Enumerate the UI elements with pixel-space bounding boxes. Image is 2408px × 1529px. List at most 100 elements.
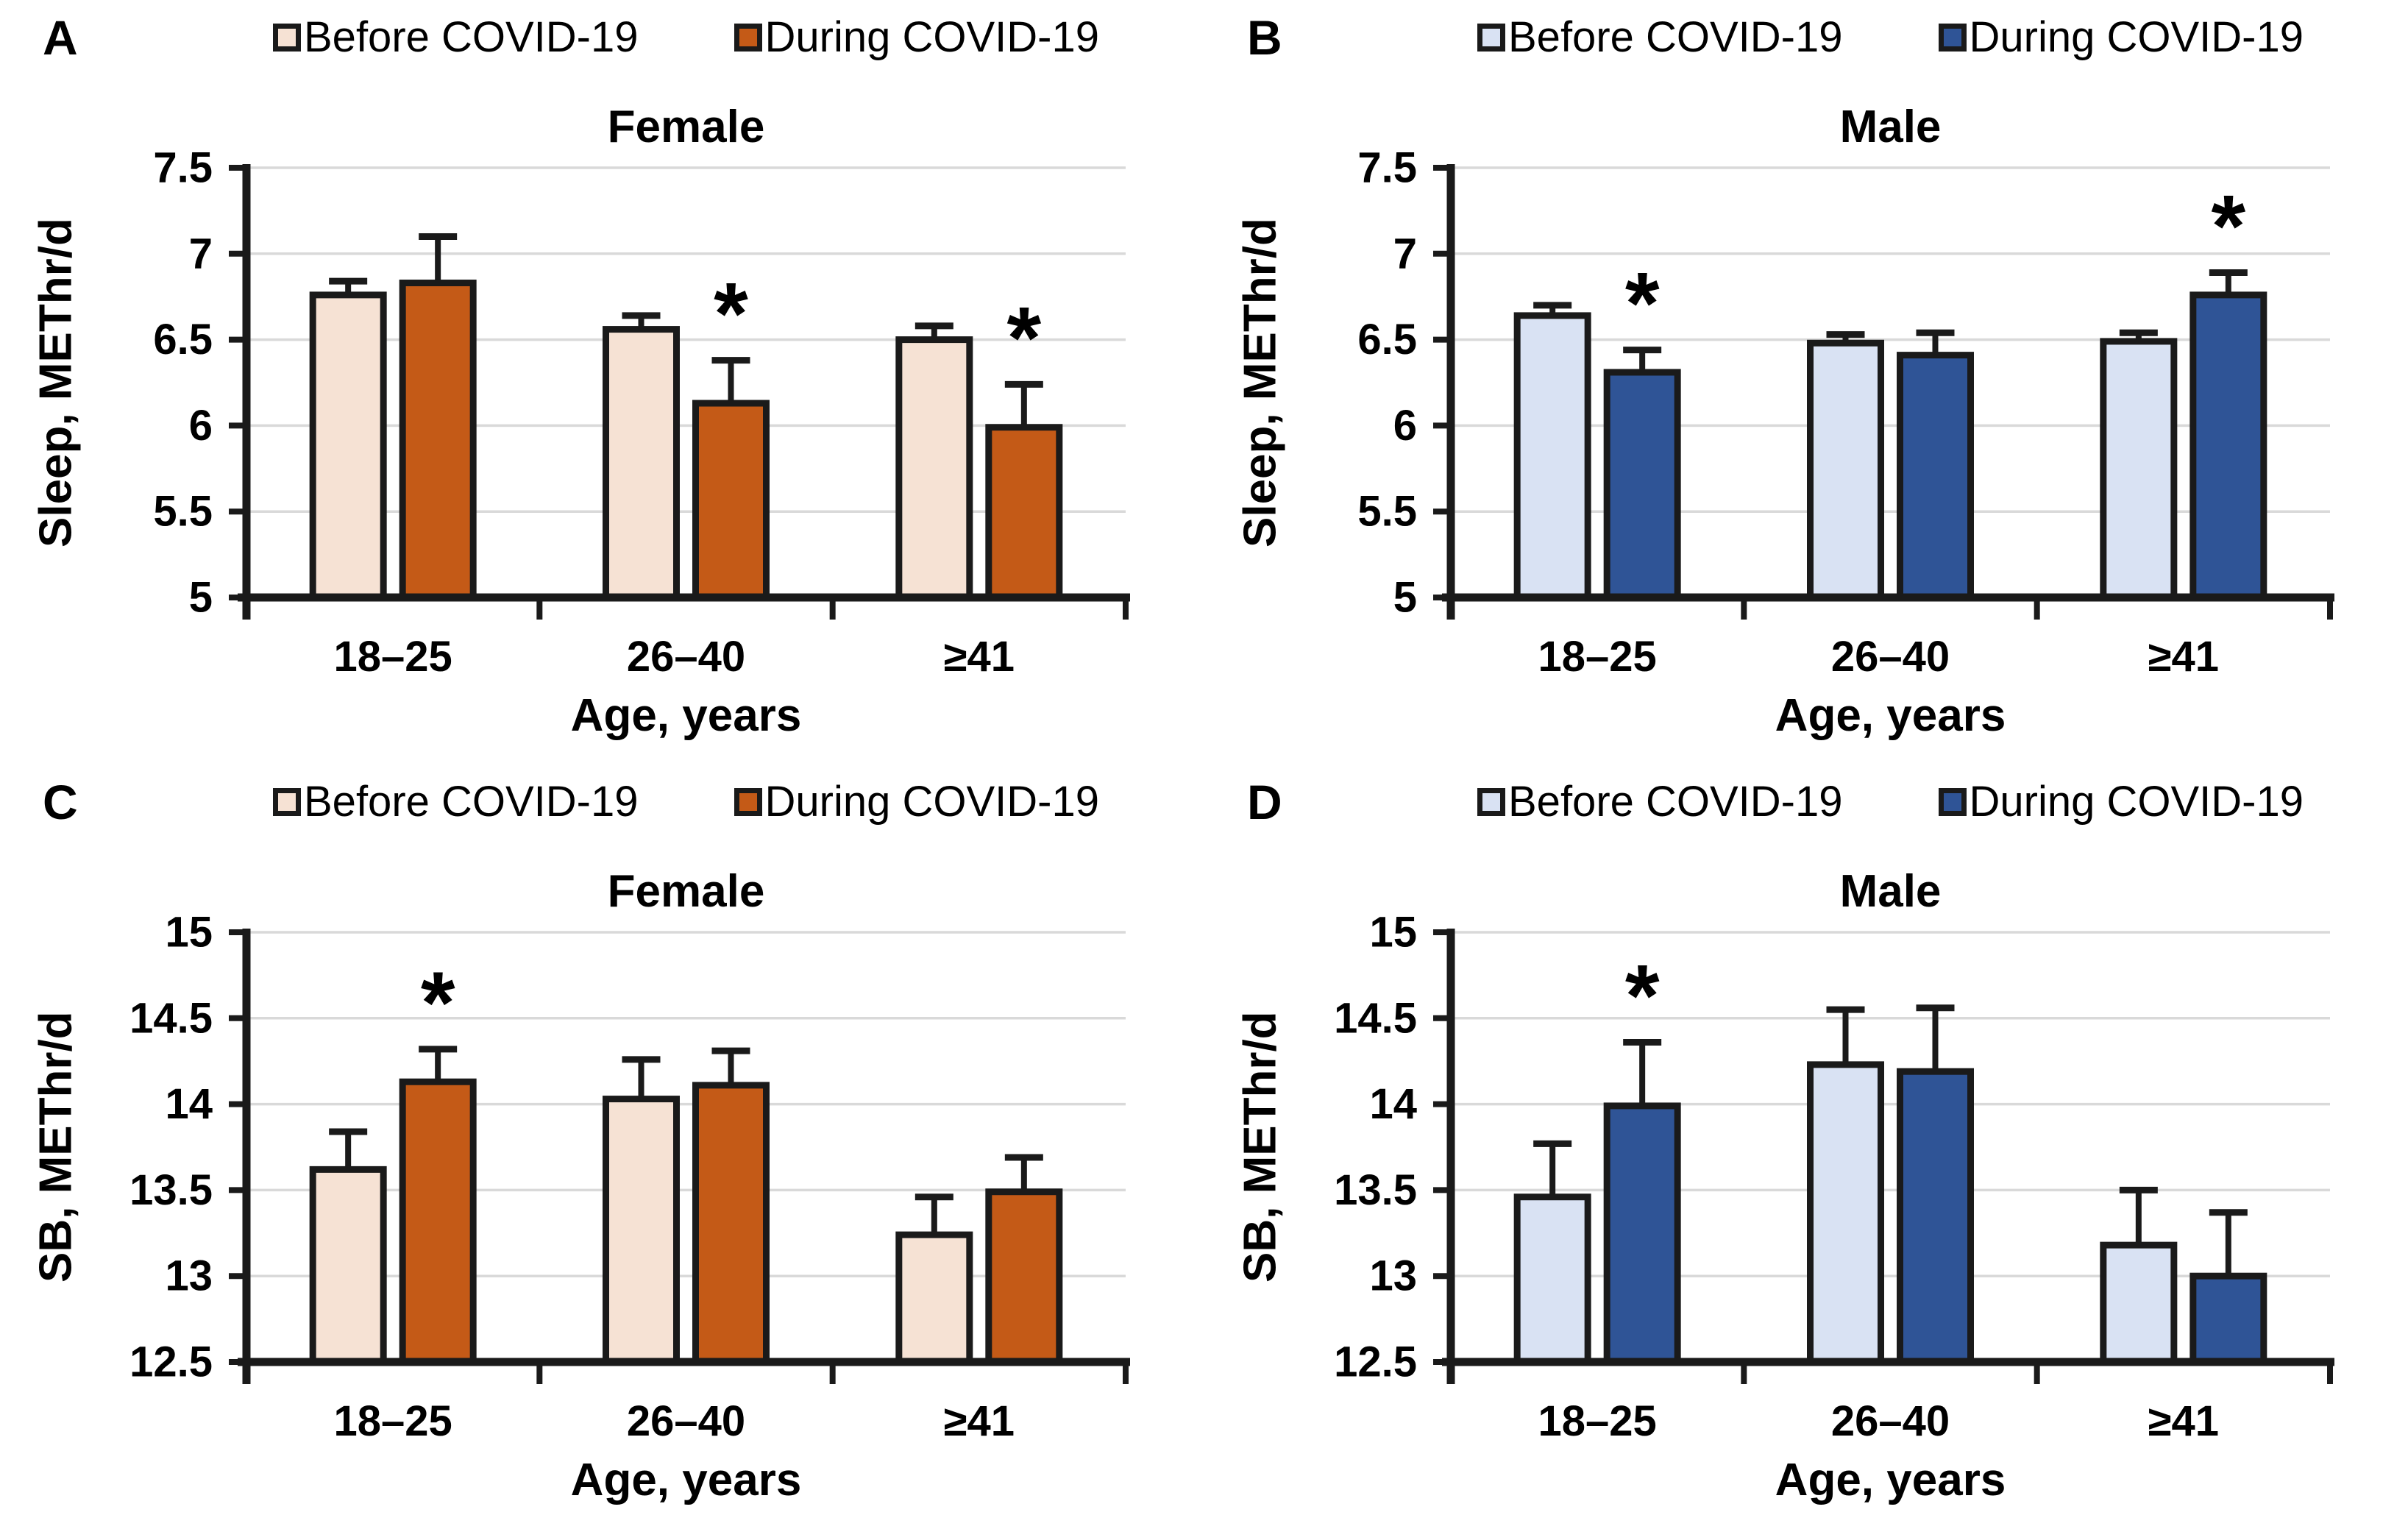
legend-entry-before: Before COVID-19 (1477, 781, 1843, 823)
bar-during (2189, 1272, 2267, 1366)
bar-before (1807, 1061, 1884, 1366)
legend-entry-during: During COVID-19 (1938, 778, 2304, 826)
bar-before (2100, 338, 2178, 601)
legend-swatch-during-icon (1938, 24, 1967, 52)
x-tick-label: ≥41 (944, 1397, 1015, 1445)
legend-label-before: Before COVID-19 (304, 778, 639, 826)
bar-before (1807, 339, 1884, 601)
y-tick-label: 6.5 (1357, 316, 1417, 363)
plot-area: 12.5 13 13.5 14 14.5 15 * 18–25 26–40 ≥41 (129, 909, 1130, 1445)
legend-label-during: During COVID-19 (764, 778, 1099, 826)
bar-before (2100, 1241, 2178, 1366)
legend-entry-during: During COVID-19 (734, 781, 1099, 823)
legend-entry-during: During COVID-19 (734, 16, 1099, 59)
chart-title: Male (1839, 866, 1942, 917)
bar-during (692, 400, 770, 601)
x-tick-label: 18–25 (1538, 633, 1657, 681)
panel-c: C Before COVID-19 During COVID-19 Female… (0, 764, 1204, 1529)
plot-area: 5 5.5 6 6.5 7 7.5 * * 18–25 26–40 ≥41 (1357, 144, 2334, 681)
x-axis-label: Age, years (1775, 690, 2006, 741)
chart-title: Female (607, 102, 765, 152)
x-tick-label: ≥41 (944, 633, 1015, 681)
plot-area: 12.5 13 13.5 14 14.5 15 * 18–25 26–40 ≥41 (1334, 909, 2334, 1445)
bar-during (985, 1188, 1063, 1366)
significance-asterisk: * (1625, 255, 1660, 353)
bar-during (1603, 1102, 1681, 1366)
legend-entry-before: Before COVID-19 (273, 16, 639, 59)
y-tick-label: 7.5 (153, 144, 213, 192)
x-axis-label: Age, years (570, 690, 802, 741)
bar-before (1513, 312, 1591, 601)
x-tick-label: 26–40 (1831, 633, 1950, 681)
legend-label-during: During COVID-19 (764, 13, 1099, 61)
y-tick-label: 7.5 (1357, 144, 1417, 192)
y-tick-label: 6.5 (153, 316, 213, 363)
legend-swatch-during-icon (1938, 788, 1967, 816)
panel-letter: D (1247, 775, 1282, 829)
x-tick-label: 18–25 (334, 1397, 452, 1445)
legend-label-before: Before COVID-19 (1508, 778, 1843, 826)
legend-swatch-during-icon (734, 788, 762, 816)
significance-asterisk: * (421, 954, 455, 1052)
bar-during (985, 424, 1063, 601)
panel-a: A Before COVID-19 During COVID-19 Female… (0, 0, 1204, 764)
y-tick-label: 13 (1369, 1252, 1417, 1300)
significance-asterisk: * (714, 265, 748, 363)
legend: Before COVID-19 During COVID-19 (1451, 781, 2330, 823)
legend-entry-before: Before COVID-19 (273, 781, 639, 823)
y-tick-label: 12.5 (1334, 1338, 1417, 1386)
chart-title: Male (1839, 102, 1942, 152)
y-tick-label: 5 (189, 574, 213, 622)
panel-b: B Before COVID-19 During COVID-19 Male S… (1204, 0, 2408, 764)
y-tick-label: 14 (1369, 1080, 1417, 1128)
x-axis-label: Age, years (1775, 1455, 2006, 1505)
bar-before (895, 1231, 973, 1366)
bar-during (1897, 1068, 1974, 1366)
bar-during (692, 1082, 770, 1366)
panel-letter: B (1247, 10, 1282, 65)
legend: Before COVID-19 During COVID-19 (246, 16, 1126, 59)
x-tick-label: 18–25 (1538, 1397, 1657, 1445)
bar-during (1897, 352, 1974, 601)
y-tick-label: 7 (1393, 230, 1417, 277)
significance-asterisk: * (2211, 177, 2245, 275)
y-tick-label: 6 (189, 402, 213, 450)
bar-before (603, 1096, 680, 1366)
legend-swatch-before-icon (1477, 788, 1505, 816)
bar-before (895, 336, 973, 601)
x-tick-label: 26–40 (627, 633, 745, 681)
y-tick-label: 5.5 (153, 488, 213, 536)
bar-during (2189, 291, 2267, 601)
y-tick-label: 13.5 (129, 1166, 213, 1214)
x-tick-label: ≥41 (2148, 1397, 2219, 1445)
legend-swatch-before-icon (1477, 24, 1505, 52)
legend: Before COVID-19 During COVID-19 (246, 781, 1126, 823)
y-tick-label: 14.5 (1334, 994, 1417, 1042)
y-tick-label: 15 (1369, 909, 1417, 957)
legend-label-during: During COVID-19 (1969, 13, 2304, 61)
y-tick-label: 7 (189, 230, 213, 277)
x-axis-label: Age, years (570, 1455, 802, 1505)
significance-asterisk: * (1006, 288, 1041, 387)
bar-before (603, 326, 680, 601)
x-tick-label: ≥41 (2148, 633, 2219, 681)
bar-before (309, 1166, 387, 1366)
y-tick-label: 14.5 (129, 994, 213, 1042)
x-tick-label: 26–40 (1831, 1397, 1950, 1445)
plot-area: 5 5.5 6 6.5 7 7.5 * * 18–25 26–40 ≥41 (153, 144, 1130, 681)
bar-before (309, 291, 387, 601)
bar-during (399, 280, 477, 601)
y-tick-label: 14 (165, 1080, 213, 1128)
y-tick-label: 5.5 (1357, 488, 1417, 536)
legend-label-during: During COVID-19 (1969, 778, 2304, 826)
legend-label-before: Before COVID-19 (304, 13, 639, 61)
y-tick-label: 6 (1393, 402, 1417, 450)
y-tick-label: 13 (165, 1252, 213, 1300)
legend-entry-before: Before COVID-19 (1477, 16, 1843, 59)
bar-during (1603, 369, 1681, 601)
legend: Before COVID-19 During COVID-19 (1451, 16, 2330, 59)
chart-title: Female (607, 866, 765, 917)
y-tick-label: 12.5 (129, 1338, 213, 1386)
y-tick-label: 13.5 (1334, 1166, 1417, 1214)
